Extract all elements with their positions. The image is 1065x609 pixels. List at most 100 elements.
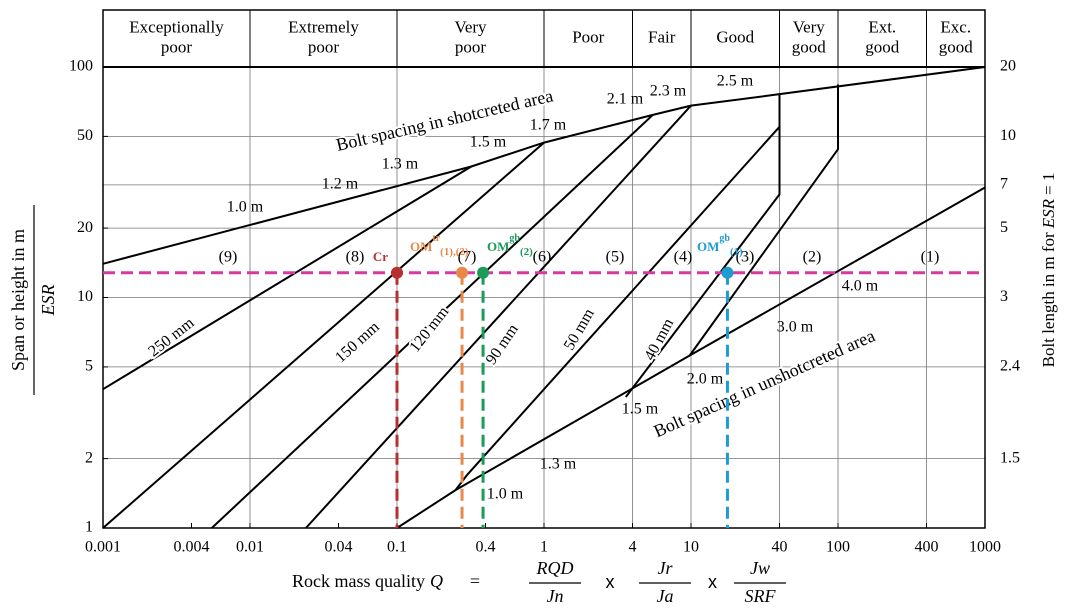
y2-tick-label: 3 bbox=[1000, 288, 1008, 305]
spacing-label: 1.5 m bbox=[622, 401, 659, 418]
x-tick-label: 0.001 bbox=[85, 539, 121, 556]
header-category: Ext. bbox=[868, 17, 896, 36]
y-tick-label: 50 bbox=[77, 127, 93, 144]
support-line bbox=[396, 186, 986, 529]
spacing-label: 1.2 m bbox=[322, 176, 359, 193]
point bbox=[456, 266, 469, 279]
region-label: (9) bbox=[219, 249, 238, 266]
y-tick-label: 20 bbox=[77, 219, 93, 236]
fraction-den: SRF bbox=[745, 586, 777, 606]
y-axis-label: Span or height in m ESR bbox=[8, 205, 58, 395]
x-tick-label: 40 bbox=[772, 539, 788, 556]
point-sup: gb bbox=[509, 233, 520, 244]
spacing-label: 2.0 m bbox=[687, 371, 724, 388]
fraction-num: Jw bbox=[750, 558, 770, 578]
point-sub: (2) bbox=[520, 245, 533, 257]
region-label: (4) bbox=[674, 249, 693, 266]
y2-tick-label: 1.5 bbox=[1000, 449, 1020, 466]
header-category: Fair bbox=[648, 27, 676, 46]
spacing-label: 2.1 m bbox=[607, 91, 644, 108]
area-label: Bolt spacing in shotcreted area bbox=[334, 85, 555, 154]
header-category: Very bbox=[454, 17, 487, 36]
x-label-times: x bbox=[708, 572, 717, 592]
x-tick-label: 400 bbox=[915, 539, 939, 556]
y2-label-symbol: ESR bbox=[1039, 198, 1058, 229]
x-label-equals: = bbox=[470, 571, 480, 591]
y2-tick-label: 20 bbox=[1000, 58, 1016, 75]
y2-tick-label: 10 bbox=[1000, 127, 1016, 144]
spacing-label: 1.3 m bbox=[382, 156, 419, 173]
point-label: Cr bbox=[373, 249, 388, 264]
header-category: good bbox=[792, 37, 827, 56]
spacing-label: 1.3 m bbox=[540, 456, 577, 473]
x-tick-label: 0.01 bbox=[236, 539, 264, 556]
spacing-label: 1.0 m bbox=[487, 486, 524, 503]
spacing-label: 2.3 m bbox=[650, 83, 687, 100]
point-label: OMtr(1),(2) bbox=[410, 233, 469, 257]
y-tick-label: 1 bbox=[85, 519, 93, 536]
fraction-num: Jr bbox=[658, 558, 674, 578]
spacing-label: 1.7 m bbox=[530, 117, 567, 134]
thickness-label: 50 mm bbox=[561, 305, 598, 353]
point-name: OM bbox=[487, 239, 509, 254]
y-tick-label: 2 bbox=[85, 449, 93, 466]
x-label-text: Rock mass quality bbox=[292, 571, 425, 591]
header-category: Poor bbox=[572, 27, 604, 46]
fraction-den: Ja bbox=[657, 586, 674, 606]
x-tick-label: 0.004 bbox=[174, 539, 210, 556]
y2-axis-label: Bolt length in m for ESR = 1 bbox=[1039, 173, 1058, 368]
x-label-symbol: Q bbox=[430, 571, 443, 591]
x-tick-label: 100 bbox=[826, 539, 850, 556]
y2-tick-label: 2.4 bbox=[1000, 358, 1020, 375]
header-category: Very bbox=[793, 17, 826, 36]
spacing-label: 2.5 m bbox=[717, 73, 754, 90]
header-category: Exceptionally bbox=[129, 17, 224, 36]
x-tick-label: 10 bbox=[683, 539, 699, 556]
point bbox=[477, 266, 490, 279]
y2-tick-label: 5 bbox=[1000, 219, 1008, 236]
header-category: Good bbox=[716, 27, 754, 46]
spacing-label: 4.0 m bbox=[842, 278, 879, 295]
x-tick-label: 4 bbox=[629, 539, 637, 556]
x-label-times: x bbox=[606, 572, 615, 592]
header-category: good bbox=[865, 37, 900, 56]
header-category: Exc. bbox=[940, 17, 971, 36]
y-label-text: Span or height in m bbox=[8, 229, 28, 371]
point-sub: (1) bbox=[730, 245, 743, 257]
point-label: OMgb(1) bbox=[697, 233, 743, 257]
support-line bbox=[102, 165, 472, 391]
header-category: Extremely bbox=[288, 17, 359, 36]
header-category: poor bbox=[161, 37, 193, 56]
region-label: (7) bbox=[458, 249, 477, 266]
region-label: (1) bbox=[921, 249, 940, 266]
point-label: OMgb(2) bbox=[487, 233, 533, 257]
y-tick-label: 5 bbox=[85, 358, 93, 375]
region-label: (6) bbox=[533, 249, 552, 266]
area-label: Bolt spacing in unshotcreted area bbox=[651, 325, 878, 441]
spacing-label: 1.0 m bbox=[227, 199, 264, 216]
support-line bbox=[625, 94, 781, 398]
x-tick-label: 0.04 bbox=[325, 539, 353, 556]
x-tick-label: 0.4 bbox=[476, 539, 496, 556]
point bbox=[721, 266, 734, 279]
support-line bbox=[102, 141, 545, 529]
x-tick-label: 1000 bbox=[969, 539, 1001, 556]
region-label: (2) bbox=[803, 249, 822, 266]
header-category: good bbox=[939, 37, 974, 56]
support-line bbox=[305, 104, 692, 529]
fraction-den: Jn bbox=[547, 586, 564, 606]
point-sup: gb bbox=[719, 233, 730, 244]
x-tick-label: 0.1 bbox=[387, 539, 407, 556]
region-label: (5) bbox=[606, 249, 625, 266]
point-name: OM bbox=[410, 239, 432, 254]
support-line bbox=[454, 126, 781, 491]
point bbox=[391, 266, 403, 279]
x-tick-label: 1 bbox=[540, 539, 548, 556]
thickness-label: 120 mm bbox=[406, 303, 452, 356]
region-label: (8) bbox=[346, 249, 365, 266]
fraction-num: RQD bbox=[536, 558, 574, 578]
support-line bbox=[211, 114, 654, 529]
y2-label-text: Bolt length in m for bbox=[1039, 232, 1058, 367]
header-category: poor bbox=[455, 37, 487, 56]
